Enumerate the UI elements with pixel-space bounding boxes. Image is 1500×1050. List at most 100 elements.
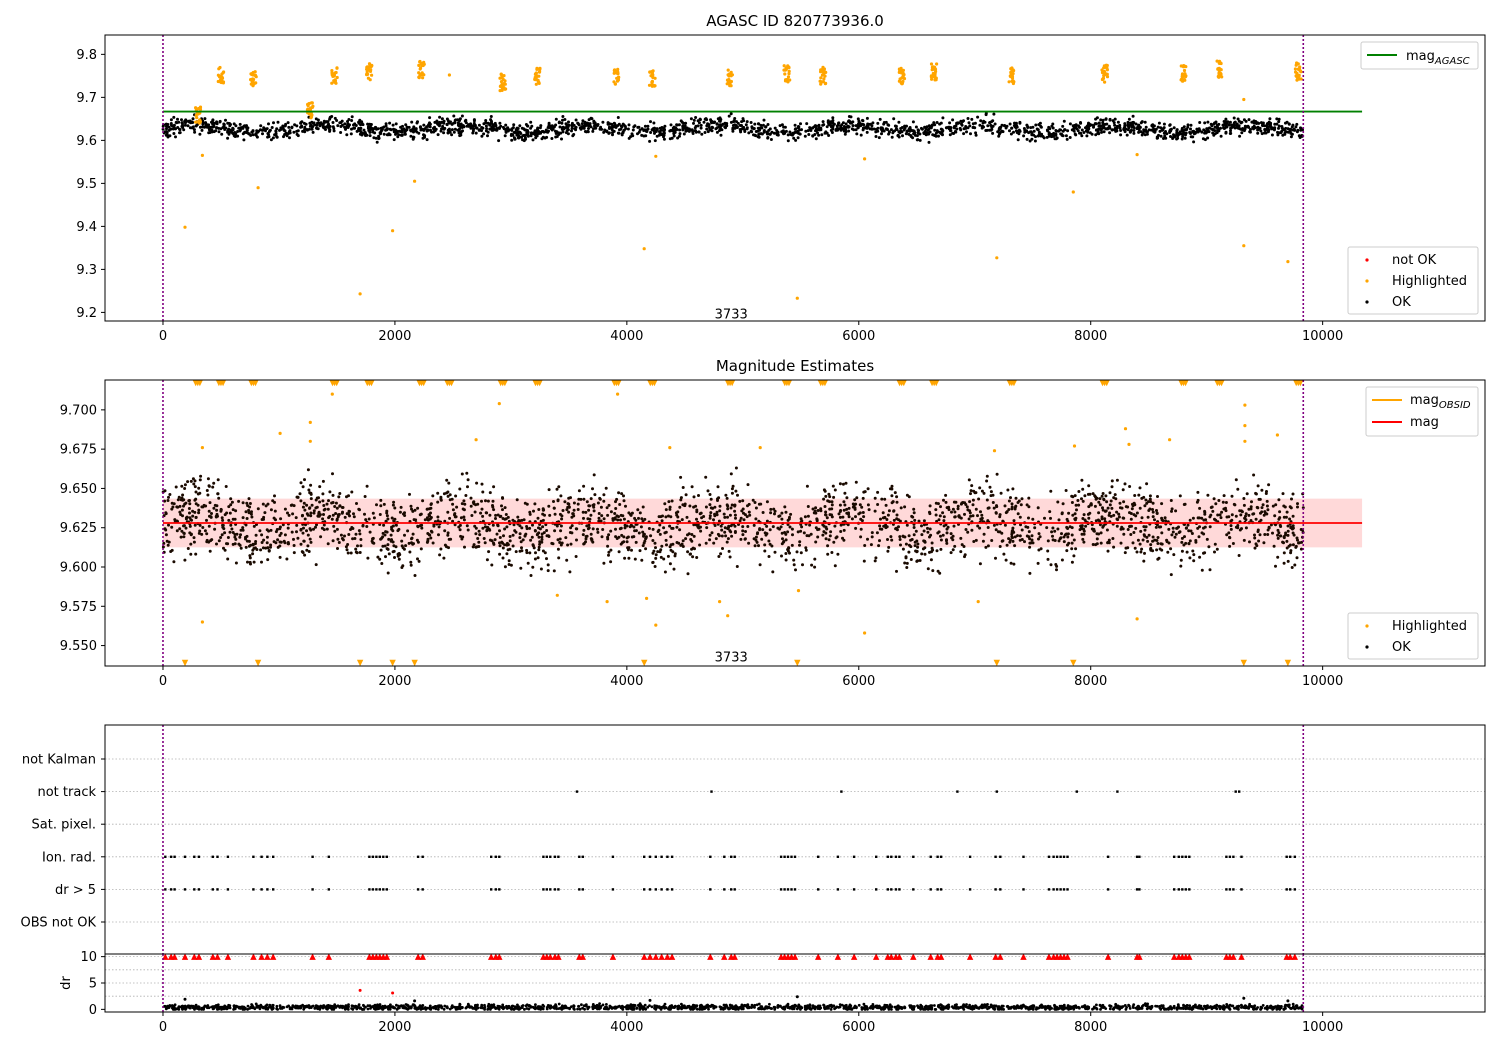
ok-point: [421, 127, 424, 131]
ok-point: [597, 512, 601, 515]
ok-point: [299, 481, 303, 485]
ok-point: [559, 529, 563, 533]
ok-point: [644, 547, 648, 551]
ok-point: [945, 538, 948, 542]
ok-point: [193, 479, 197, 483]
ok-point: [780, 123, 784, 127]
ok-point: [298, 492, 302, 496]
ok-point: [356, 544, 359, 548]
ok-point: [1179, 558, 1183, 562]
ok-point: [324, 128, 327, 131]
highlighted-point: [252, 82, 256, 86]
ok-point: [1045, 526, 1049, 530]
ok-point: [189, 479, 193, 483]
ok-point: [192, 536, 196, 540]
ok-point: [966, 117, 970, 120]
ok-point: [1070, 533, 1074, 537]
highlighted-point: [1296, 62, 1300, 66]
ok-point: [1277, 126, 1280, 130]
ok-point: [366, 556, 370, 560]
ok-point: [630, 548, 633, 552]
ok-point: [1182, 125, 1186, 129]
ok-point: [171, 127, 175, 131]
ok-point: [174, 135, 177, 139]
highlighted-point: [787, 72, 791, 76]
ok-point: [416, 506, 420, 510]
ok-point: [448, 516, 452, 520]
ok-point: [558, 125, 562, 129]
ok-point: [534, 551, 537, 555]
ok-point: [689, 552, 692, 556]
ok-point: [1095, 537, 1099, 541]
ok-point: [884, 503, 888, 507]
ok-point: [1062, 540, 1066, 544]
ok-point: [416, 540, 420, 544]
ok-point: [271, 499, 275, 503]
ok-point: [827, 134, 831, 137]
ok-point: [907, 495, 911, 499]
ok-point: [311, 125, 315, 129]
ok-point: [510, 127, 514, 131]
ok-point: [717, 496, 721, 500]
ok-point: [371, 130, 375, 134]
ok-point: [1177, 531, 1181, 534]
ok-point: [1099, 118, 1103, 122]
ok-point: [939, 538, 943, 542]
ok-point: [752, 523, 756, 527]
ok-point: [377, 134, 381, 138]
ok-point: [1043, 516, 1046, 520]
ok-point: [533, 502, 537, 506]
ok-point: [976, 514, 979, 518]
ok-point: [224, 118, 227, 122]
ok-point: [755, 540, 759, 544]
ok-point: [223, 513, 227, 517]
ok-point: [1247, 513, 1251, 517]
ok-point: [458, 487, 462, 491]
ok-point: [879, 127, 883, 131]
ok-point: [290, 530, 294, 534]
ok-point: [773, 126, 777, 130]
ok-point: [477, 545, 481, 548]
ok-point: [963, 553, 967, 557]
ok-point: [1011, 539, 1015, 543]
ok-point: [589, 513, 593, 517]
agasc-marker-legend: not OK Highlighted OK: [1347, 246, 1479, 315]
ok-point: [726, 515, 729, 519]
ok-point: [768, 542, 772, 546]
ok-point: [1162, 131, 1166, 135]
ok-point: [914, 529, 918, 533]
highlighted-point: [900, 76, 904, 80]
ok-point: [672, 567, 676, 571]
ok-point: [637, 531, 641, 535]
ok-point: [427, 123, 431, 127]
ok-point: [913, 518, 917, 522]
ok-point: [1162, 122, 1166, 126]
ok-point: [675, 525, 679, 529]
ok-point: [1105, 528, 1109, 532]
ok-point: [278, 534, 282, 537]
highlighted-point: [786, 75, 791, 79]
ok-point: [557, 121, 561, 125]
ok-point: [916, 545, 920, 549]
ok-point: [1257, 539, 1261, 543]
ok-point: [540, 130, 544, 133]
ok-point: [727, 549, 731, 553]
ok-point: [1169, 499, 1173, 502]
ok-point: [614, 507, 618, 510]
ok-point: [169, 118, 173, 122]
ok-point: [436, 491, 440, 495]
ok-point: [358, 551, 362, 554]
highlighted-point: [196, 107, 200, 111]
ok-point: [169, 550, 173, 553]
ok-point: [1234, 525, 1238, 529]
ok-point: [1033, 526, 1037, 530]
ok-point: [1127, 117, 1131, 121]
ok-point: [218, 119, 222, 123]
ok-point: [1129, 130, 1133, 133]
highlighted-point: [819, 68, 823, 72]
ok-point: [1256, 484, 1260, 488]
ok-point: [246, 560, 249, 564]
ok-point: [761, 528, 765, 532]
ok-point: [831, 484, 835, 488]
ok-point: [1031, 541, 1035, 545]
